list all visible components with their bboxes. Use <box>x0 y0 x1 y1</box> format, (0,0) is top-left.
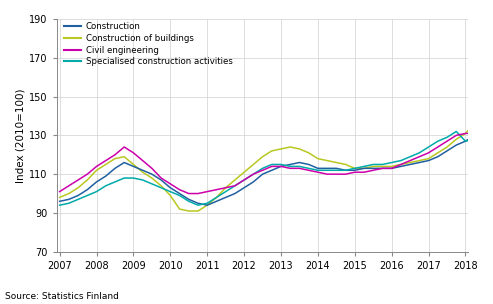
Y-axis label: Index (2010=100): Index (2010=100) <box>15 88 25 183</box>
Text: Source: Statistics Finland: Source: Statistics Finland <box>5 292 119 301</box>
Legend: Construction, Construction of buildings, Civil engineering, Specialised construc: Construction, Construction of buildings,… <box>61 19 236 70</box>
